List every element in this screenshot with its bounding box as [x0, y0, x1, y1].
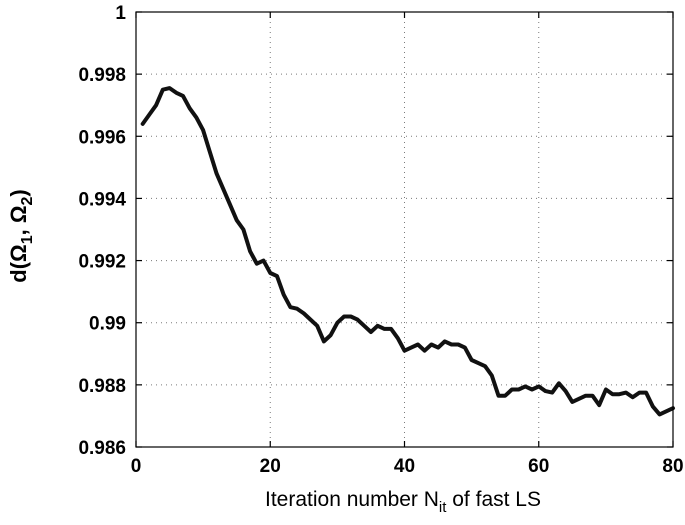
y-axis-label-sub2: 2	[19, 197, 36, 206]
y-tick-label: 0.994	[78, 189, 126, 210]
grid	[136, 12, 673, 447]
y-tick-label: 0.986	[78, 438, 126, 459]
x-axis-label-suffix: of fast LS	[446, 488, 541, 511]
y-tick-label: 0.998	[78, 65, 126, 86]
ticks	[135, 11, 674, 448]
series-layer	[140, 86, 675, 417]
y-tick-labels: 0.986 0.988 0.99 0.992 0.994 0.996 0.998 1	[78, 3, 126, 459]
y-axis-label-sub1: 1	[19, 235, 36, 244]
x-tick-label: 40	[394, 456, 415, 477]
y-tick-label: 0.988	[78, 376, 126, 397]
y-axis-label-mid: , Ω	[6, 206, 31, 236]
series-line	[140, 86, 675, 417]
y-axis-label-suffix: )	[6, 189, 31, 196]
y-tick-label: 1	[115, 3, 126, 24]
x-tick-label: 80	[662, 456, 683, 477]
x-tick-labels: 0 20 40 60 80	[131, 456, 684, 477]
x-axis-label: Iteration number Nit of fast LS	[265, 488, 541, 516]
y-tick-label: 0.99	[89, 314, 126, 335]
y-axis-label: d(Ω1, Ω2)	[6, 189, 36, 282]
y-axis-label-prefix: d(Ω	[6, 244, 31, 282]
x-tick-label: 60	[528, 456, 549, 477]
x-tick-label: 20	[260, 456, 281, 477]
y-tick-label: 0.992	[78, 252, 126, 273]
x-axis-label-main: Iteration number N	[265, 488, 439, 511]
x-tick-label: 0	[131, 456, 142, 477]
y-tick-label: 0.996	[78, 127, 126, 148]
x-axis-label-subscript: it	[439, 499, 447, 516]
